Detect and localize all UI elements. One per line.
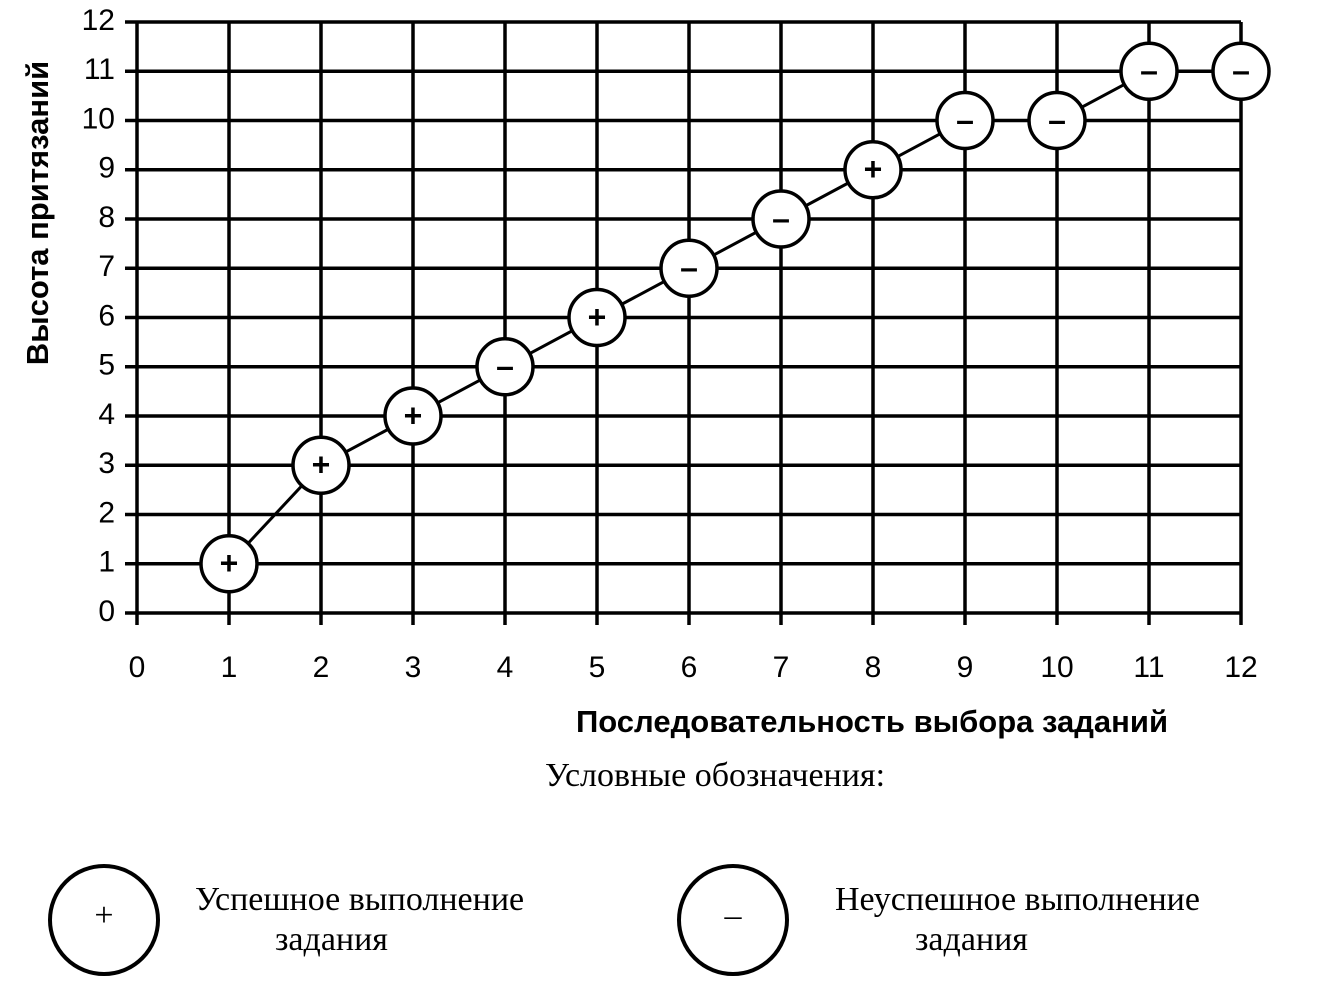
y-tick-label: 3 <box>98 447 115 480</box>
point-marker <box>567 287 627 348</box>
x-tick-label: 5 <box>589 651 606 684</box>
point-marker <box>1027 90 1087 151</box>
marker-sign: + <box>220 545 239 581</box>
legend-sign: + <box>94 897 113 934</box>
y-tick-label: 2 <box>98 496 115 529</box>
y-tick-label: 10 <box>82 102 115 135</box>
x-tick-label: 2 <box>313 651 330 684</box>
marker-sign: – <box>1140 53 1158 89</box>
y-tick-label: 4 <box>98 398 115 431</box>
y-tick-label: 6 <box>98 299 115 332</box>
y-tick-label: 8 <box>98 201 115 234</box>
point-marker <box>935 90 995 151</box>
point-marker <box>475 337 535 397</box>
x-tick-label: 7 <box>773 651 790 684</box>
y-tick-label: 5 <box>98 349 115 382</box>
x-axis-title: Последовательность выбора заданий <box>576 704 1168 739</box>
point-marker <box>383 386 443 446</box>
x-tick-label: 10 <box>1040 651 1073 684</box>
marker-sign: – <box>680 250 698 286</box>
legend-label: задания <box>915 921 1028 958</box>
legend-label: Неуспешное выполнение <box>835 881 1200 918</box>
marker-sign: – <box>1048 102 1066 138</box>
point-marker <box>843 140 903 200</box>
x-tick-label: 9 <box>957 651 974 684</box>
marker-sign: – <box>772 200 790 236</box>
x-tick-label: 1 <box>221 651 238 684</box>
y-tick-label: 11 <box>84 53 115 86</box>
marker-sign: – <box>956 102 974 138</box>
y-tick-label: 1 <box>98 546 115 579</box>
x-tick-label: 6 <box>681 651 698 684</box>
point-marker <box>1211 41 1271 101</box>
point-marker <box>291 435 351 495</box>
legend-label: Успешное выполнение <box>195 881 524 918</box>
point-marker <box>199 534 259 594</box>
marker-sign: + <box>404 397 423 433</box>
x-tick-label: 0 <box>129 651 146 684</box>
x-tick-label: 4 <box>497 651 514 684</box>
marker-sign: – <box>496 348 514 384</box>
y-tick-label: 12 <box>82 4 115 37</box>
point-marker <box>1119 41 1179 101</box>
marker-sign: + <box>312 447 331 483</box>
y-tick-label: 0 <box>98 595 115 628</box>
marker-sign: + <box>588 299 607 335</box>
point-marker <box>659 238 719 298</box>
x-tick-label: 12 <box>1224 651 1257 684</box>
legend-title: Условные обозначения: <box>545 757 885 794</box>
legend-label: задания <box>275 921 388 958</box>
point-marker <box>751 189 811 249</box>
y-tick-label: 7 <box>98 250 115 283</box>
x-tick-label: 3 <box>405 651 422 684</box>
x-tick-label: 11 <box>1133 651 1164 684</box>
marker-sign: – <box>1232 53 1250 89</box>
y-axis-title: Высота притязаний <box>20 61 55 365</box>
y-tick-label: 9 <box>98 152 115 185</box>
legend-symbol <box>48 864 160 976</box>
legend-sign: – <box>724 897 743 934</box>
marker-sign: + <box>864 151 883 187</box>
x-tick-label: 8 <box>865 651 882 684</box>
legend-symbol <box>677 864 789 976</box>
